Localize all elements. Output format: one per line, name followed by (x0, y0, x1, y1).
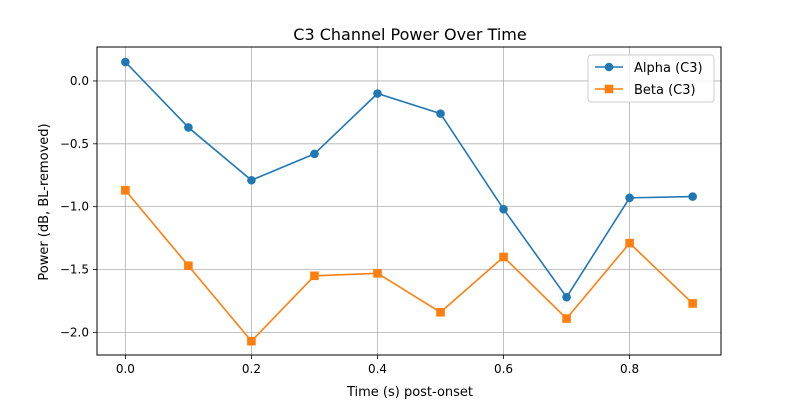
data-point (310, 271, 319, 281)
legend-items: Alpha (C3) Beta (C3) (595, 61, 703, 98)
x-tick-label: 0.0 (116, 362, 135, 376)
data-point (688, 299, 697, 308)
data-point (184, 123, 193, 132)
series-alpha (121, 57, 697, 302)
x-tick-label: 0.8 (620, 362, 639, 376)
data-point (436, 307, 445, 317)
data-point (562, 292, 571, 302)
data-point (625, 238, 634, 248)
data-point (373, 268, 382, 278)
legend-entry: Alpha (C3) (595, 61, 703, 76)
data-point (562, 314, 571, 323)
data-point (436, 109, 445, 118)
data-point (121, 186, 130, 195)
data-point (247, 336, 256, 346)
legend-marker (604, 62, 614, 72)
legend: Alpha (C3) Beta (C3) (587, 54, 715, 103)
data-point (499, 204, 508, 214)
tick-layer: 0.0 0.2 0.4 0.6 0.8 0.0 −0.5 −1.0 −1.5 −2.0 (60, 74, 639, 376)
x-tick-label: 0.4 (368, 362, 387, 376)
x-axis-label: Time (s) post-onset (346, 385, 473, 400)
data-point (625, 193, 634, 203)
data-point (247, 175, 256, 185)
data-point (184, 261, 193, 271)
legend-label: Beta (C3) (634, 83, 696, 98)
y-tick-label: 0.0 (70, 74, 89, 88)
series-layer (121, 57, 697, 346)
data-point (499, 252, 508, 262)
data-point (121, 57, 130, 67)
y-tick-label: −1.0 (60, 200, 89, 214)
chart-title: C3 Channel Power Over Time (293, 25, 526, 44)
plot-frame (96, 46, 722, 356)
y-tick-label: −0.5 (60, 137, 89, 151)
x-tick-label: 0.2 (242, 362, 261, 376)
series-line (124, 189, 694, 342)
legend-entry: Beta (C3) (595, 83, 696, 98)
y-tick-label: −1.5 (60, 263, 89, 277)
data-point (688, 192, 697, 201)
legend-label: Alpha (C3) (634, 61, 703, 76)
series-line (124, 61, 693, 298)
series-beta (121, 186, 697, 346)
y-tick-label: −2.0 (60, 325, 89, 339)
legend-marker (604, 84, 614, 94)
data-point (310, 149, 319, 159)
y-axis-label: Power (dB, BL-removed) (37, 123, 52, 280)
data-point (373, 89, 382, 98)
x-tick-label: 0.6 (494, 362, 513, 376)
